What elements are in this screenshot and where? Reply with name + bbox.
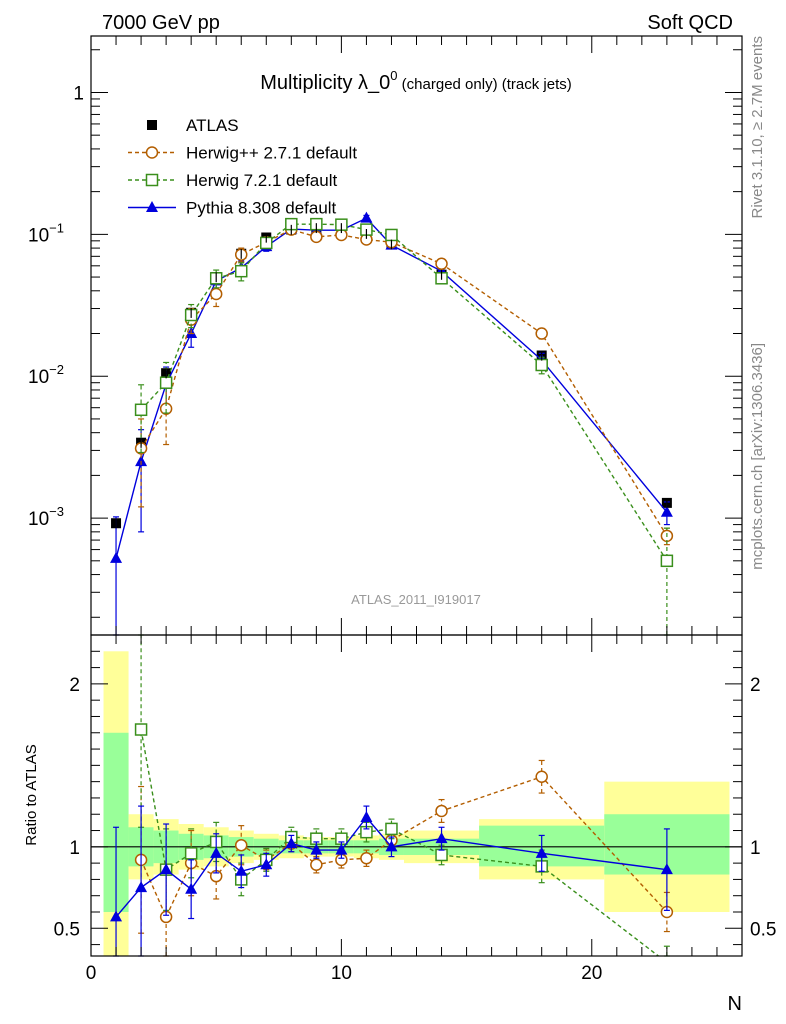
ratio-point (135, 881, 148, 893)
legend-item: ATLAS (147, 116, 239, 135)
data-point (360, 211, 373, 223)
ratio-plot-content (91, 634, 742, 957)
ratio-point (160, 863, 173, 875)
ratio-series-2 (110, 805, 673, 957)
legend-item: Herwig 7.2.1 default (128, 171, 337, 190)
data-point (535, 327, 548, 340)
ratio-point (360, 810, 373, 822)
ratio-point (310, 843, 323, 855)
ratio-point (310, 858, 323, 872)
data-point (435, 257, 448, 271)
ratio-point (535, 846, 548, 858)
header-left: 7000 GeV pp (102, 12, 220, 34)
ratio-series-1 (134, 634, 670, 957)
ratio-point (235, 864, 248, 876)
legend-label: Pythia 8.308 default (186, 199, 337, 218)
ratio-point (185, 882, 198, 894)
ratio-point (385, 822, 398, 836)
ratio-axes: 0 10 20 0.5 0.5 1 1 2 2 (54, 635, 776, 984)
legend-marker (146, 201, 158, 212)
ratio-point (660, 863, 673, 875)
ratio-point (535, 770, 548, 784)
legend-label: Herwig++ 2.7.1 default (186, 144, 357, 163)
legend: ATLAS Herwig++ 2.7.1 default Herwig 7.2.1 … (128, 116, 357, 218)
main-y-axis: 10−3 10−2 10−1 1 (28, 36, 743, 635)
atlas-errors (115, 223, 668, 529)
mcplots-source-label: mcplots.cern.ch [arXiv:1306.3436] (749, 343, 766, 570)
y-tick-label: 2 (69, 675, 80, 696)
ratio-point (134, 723, 148, 736)
ratio-point (210, 846, 223, 858)
ratio-point (335, 843, 348, 855)
ratio-y-axis-label: Ratio to ATLAS (23, 744, 40, 845)
y-tick-label: 1 (73, 83, 84, 104)
data-point (234, 264, 248, 278)
y-tick-label: 0.5 (54, 919, 80, 940)
y-tick-label-right: 0.5 (750, 919, 776, 940)
chart-title: Multiplicity λ_00 (charged only) (track … (260, 68, 572, 94)
ratio-point (435, 832, 448, 844)
y-tick-label: 1 (69, 838, 80, 859)
legend-item: Herwig++ 2.7.1 default (128, 144, 357, 163)
series-0 (111, 222, 672, 529)
ratio-plot-panel: 0 10 20 0.5 0.5 1 1 2 2 Ratio to ATLAS N (23, 634, 776, 1015)
legend-marker (145, 146, 159, 159)
ratio-point (260, 858, 273, 870)
analysis-watermark: ATLAS_2011_I919017 (351, 592, 481, 607)
y-tick-label-right: 1 (750, 838, 761, 859)
series-3 (110, 211, 673, 636)
series-line (140, 223, 668, 562)
series-line (140, 228, 668, 537)
data-point (110, 551, 123, 563)
y-tick-label: 10−1 (28, 220, 64, 246)
data-point (134, 403, 148, 417)
ratio-point (184, 847, 198, 860)
data-point (535, 358, 548, 372)
legend-marker (145, 173, 159, 187)
data-point (135, 455, 148, 467)
ratio-point (285, 837, 298, 849)
legend-label: ATLAS (186, 116, 239, 135)
data-point (660, 554, 674, 568)
ratio-point (435, 804, 448, 818)
ratio-point (360, 851, 373, 865)
x-tick-label: 10 (331, 963, 352, 984)
main-plot-content (110, 211, 674, 636)
main-plot-panel: 10−3 10−2 10−1 1 Multiplicity λ_00 (charged… (28, 35, 743, 636)
y-tick-label-right: 2 (750, 675, 761, 696)
ratio-point (385, 840, 398, 852)
ratio-point (110, 910, 123, 922)
header-right: Soft QCD (647, 12, 733, 34)
y-tick-label: 10−2 (28, 362, 64, 388)
series-line (115, 217, 668, 559)
data-point (209, 287, 223, 301)
data-point (660, 505, 673, 517)
ratio-point (234, 838, 248, 852)
data-point (159, 376, 173, 389)
legend-label: Herwig 7.2.1 default (186, 171, 337, 190)
x-tick-label: 20 (581, 963, 602, 984)
rivet-version-label: Rivet 3.1.10, ≥ 2.7M events (749, 36, 766, 219)
ratio-point (435, 848, 448, 862)
legend-item: Pythia 8.308 default (128, 199, 337, 218)
x-axis-label: N (728, 993, 742, 1015)
y-tick-label: 10−3 (28, 504, 64, 530)
data-point (385, 228, 398, 242)
legend-marker (147, 120, 157, 130)
x-tick-label: 0 (86, 963, 97, 984)
